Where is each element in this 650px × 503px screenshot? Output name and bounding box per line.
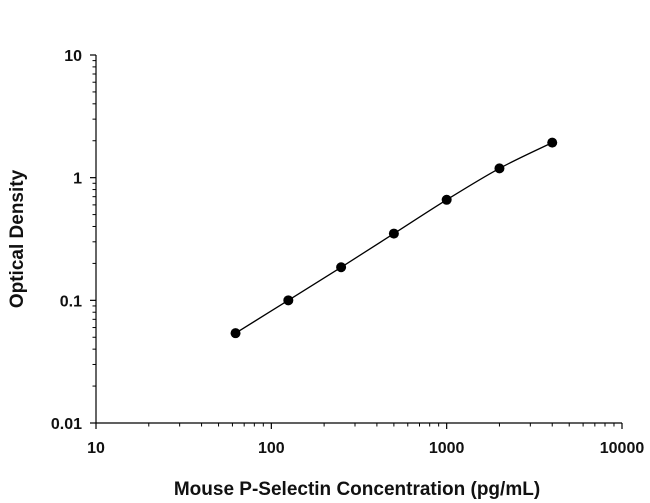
data-point: [230, 328, 241, 339]
y-tick-label: 0.1: [60, 293, 82, 310]
x-tick-label: 10: [87, 440, 105, 457]
data-points: [230, 137, 558, 339]
y-tick-label: 1: [73, 171, 82, 188]
data-point: [388, 228, 399, 239]
x-axis-title: Mouse P-Selectin Concentration (pg/mL): [174, 479, 540, 500]
data-point: [494, 163, 505, 174]
tick-labels: 10 100 1000 10000 0.01 0.1 1 10: [51, 48, 644, 457]
data-point: [336, 262, 347, 273]
data-point: [547, 137, 558, 148]
y-tick-label: 0.01: [51, 416, 82, 433]
data-point: [441, 194, 452, 205]
axes: [90, 54, 623, 429]
data-point: [283, 295, 294, 306]
y-axis-title: Optical Density: [7, 169, 28, 308]
y-tick-label: 10: [64, 48, 82, 65]
x-tick-label: 1000: [429, 440, 465, 457]
x-tick-label: 100: [258, 440, 285, 457]
x-tick-label: 10000: [600, 440, 645, 457]
